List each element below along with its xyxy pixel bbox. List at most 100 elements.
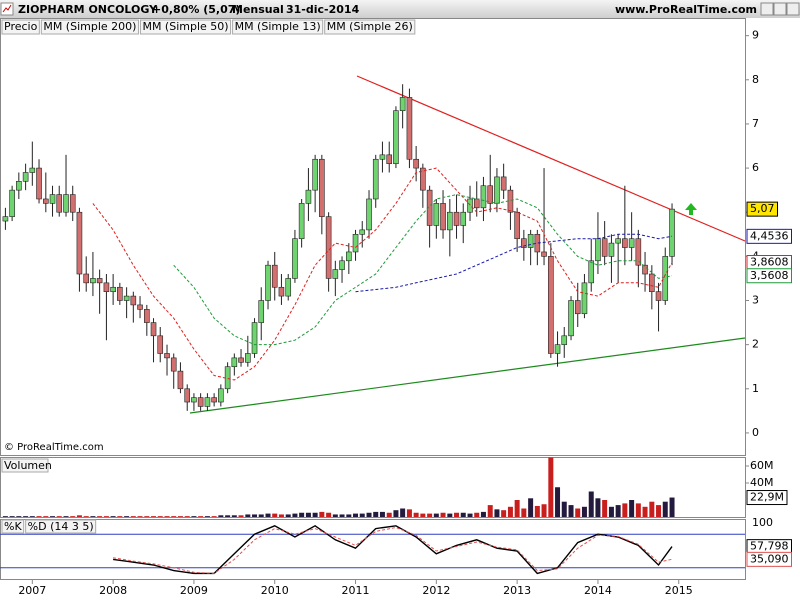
price-panel xyxy=(0,18,746,456)
y-tick-label: 1 xyxy=(752,382,759,395)
window-button[interactable] xyxy=(773,2,787,16)
window-button[interactable] xyxy=(786,2,800,16)
moving-average xyxy=(173,194,673,346)
panel-label-box xyxy=(1,458,49,473)
volume-bar xyxy=(359,513,365,517)
y-tick-label: 6 xyxy=(752,161,759,174)
value-marker-box xyxy=(746,268,792,284)
candle-body xyxy=(150,322,157,337)
volume-bar xyxy=(144,516,150,517)
candle-body xyxy=(325,216,332,279)
value-marker-box xyxy=(746,201,778,217)
candle-body xyxy=(43,198,49,204)
volume-bar xyxy=(90,516,96,517)
volume-bar xyxy=(615,505,621,517)
candle-body xyxy=(453,211,460,226)
volume-bar xyxy=(50,516,56,517)
legend-box xyxy=(1,519,25,534)
y-tick-label: 3 xyxy=(752,294,759,307)
volume-bar xyxy=(406,509,412,517)
candle-body xyxy=(635,238,642,266)
candle-body xyxy=(63,194,69,213)
volume-bar xyxy=(386,512,392,517)
candle-body xyxy=(655,291,662,301)
value-marker-box xyxy=(746,228,792,244)
candle-body xyxy=(669,208,675,257)
volume-bar xyxy=(427,513,433,517)
volume-bar xyxy=(622,503,628,517)
y-tick-label: 7 xyxy=(752,117,759,130)
candle-body xyxy=(170,357,177,372)
period: Mensual xyxy=(232,3,284,16)
candle-body xyxy=(298,203,305,240)
window-button[interactable] xyxy=(760,2,774,16)
volume-bar xyxy=(191,516,197,517)
volume-bar xyxy=(662,501,668,517)
volume-bar xyxy=(629,499,635,517)
value-marker-label: 35,090 xyxy=(750,552,789,565)
value-marker-box xyxy=(746,490,788,506)
volume-bar xyxy=(76,515,82,517)
candle-body xyxy=(278,286,285,297)
change: +0,80% (5,07) xyxy=(152,3,240,16)
site: www.ProRealTime.com xyxy=(615,3,757,16)
candle-body xyxy=(184,388,191,403)
candle-body xyxy=(137,304,143,310)
volume-bar xyxy=(373,511,379,517)
candle-body xyxy=(352,233,359,253)
volume-bar xyxy=(514,499,520,517)
candle-body xyxy=(554,344,561,354)
candle-body xyxy=(123,295,130,301)
volume-bar xyxy=(36,516,42,517)
legend-label: Precio xyxy=(4,20,38,33)
candle-body xyxy=(615,238,621,244)
legend-box xyxy=(40,19,139,35)
candle-body xyxy=(211,397,217,403)
resistance-trendline xyxy=(356,75,746,242)
volume-bar xyxy=(285,514,291,517)
volume-bar xyxy=(467,513,473,517)
candle-body xyxy=(426,189,433,226)
volume-bar xyxy=(157,516,163,517)
volume-bar xyxy=(2,516,8,517)
copyright: © ProRealTime.com xyxy=(4,442,104,453)
candle-body xyxy=(332,269,339,279)
candle-body xyxy=(622,238,628,248)
candle-body xyxy=(164,353,170,359)
candle-body xyxy=(292,238,298,279)
volume-bar xyxy=(130,516,136,517)
value-marker-label: 57,798 xyxy=(750,540,789,553)
volume-bar xyxy=(339,514,345,517)
volume-bar xyxy=(29,516,35,517)
volume-bar xyxy=(474,512,480,517)
volume-bar xyxy=(541,504,547,517)
candle-body xyxy=(157,335,164,354)
candle-body xyxy=(265,264,271,301)
candle-body xyxy=(595,238,601,262)
volume-bar xyxy=(70,516,76,517)
volume-bar xyxy=(575,508,581,517)
volume-bar xyxy=(278,514,284,517)
volume-bar xyxy=(218,515,224,517)
candle-body xyxy=(480,185,487,209)
candle-body xyxy=(413,158,419,169)
candle-body xyxy=(49,194,56,204)
volume-bar xyxy=(56,516,62,517)
candle-body xyxy=(258,300,265,323)
value-marker-label: 4,4536 xyxy=(750,229,789,242)
value-marker-label: 3,5608 xyxy=(750,269,789,282)
volume-bar xyxy=(608,506,614,517)
candle-body xyxy=(117,286,123,301)
volume-bar xyxy=(602,499,608,517)
candle-body xyxy=(548,256,554,354)
volume-bar xyxy=(669,497,675,517)
volume-bar xyxy=(656,505,662,517)
y-tick-label: 9 xyxy=(752,29,759,42)
candle-body xyxy=(527,233,534,248)
volume-bar xyxy=(454,512,460,517)
volume-bar xyxy=(595,498,601,517)
volume-bar xyxy=(9,516,15,517)
y-tick-label: 2 xyxy=(752,338,759,351)
candle-body xyxy=(372,158,379,200)
volume-bar xyxy=(561,501,567,517)
